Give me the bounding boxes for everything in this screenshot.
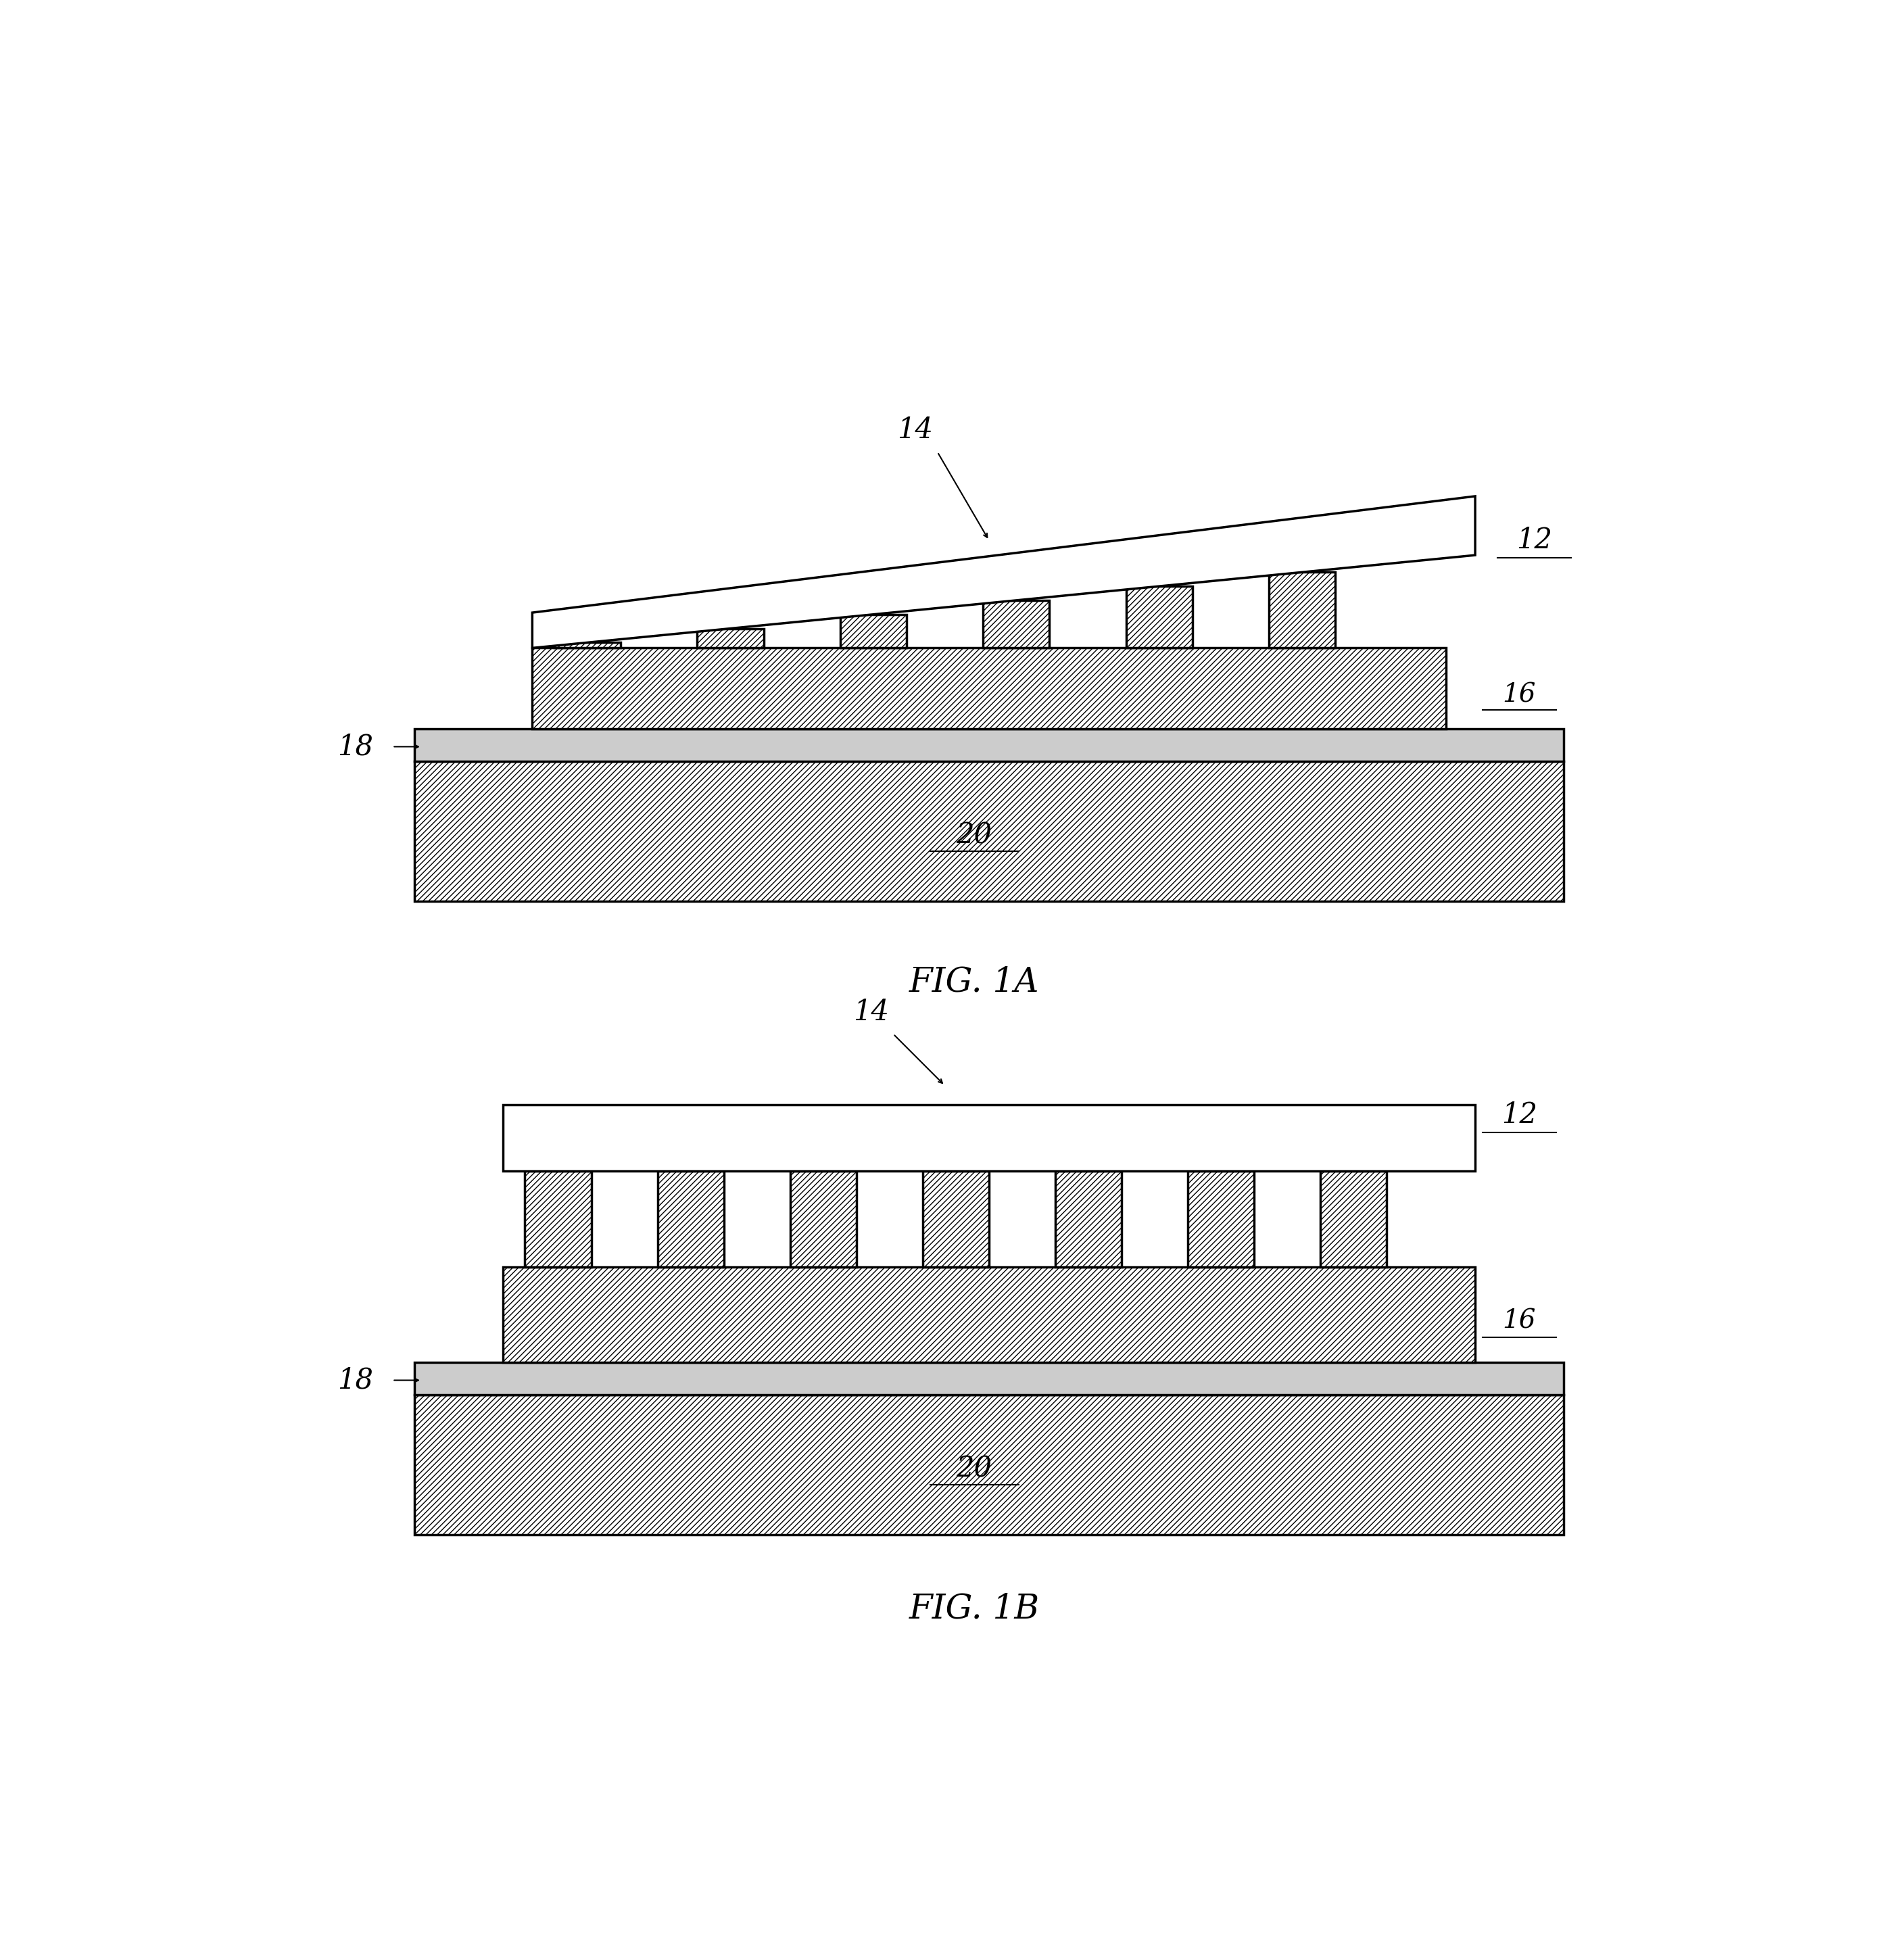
Bar <box>983 600 1049 649</box>
Bar <box>658 1170 724 1266</box>
Bar <box>414 1396 1565 1535</box>
Bar <box>1055 1170 1122 1266</box>
Text: 18: 18 <box>338 733 373 760</box>
Text: 14: 14 <box>854 998 890 1027</box>
Text: 20: 20 <box>956 821 992 849</box>
Bar <box>922 1170 989 1266</box>
Text: 16: 16 <box>1502 682 1536 708</box>
Bar <box>414 1362 1565 1396</box>
Bar <box>1270 572 1335 649</box>
Text: FIG. 1A: FIG. 1A <box>909 966 1040 1000</box>
Bar <box>1125 586 1192 649</box>
Bar <box>504 1105 1475 1170</box>
Bar <box>840 613 907 649</box>
Bar <box>504 1266 1475 1362</box>
Bar <box>414 760 1565 902</box>
Bar <box>414 729 1565 760</box>
Bar <box>1321 1170 1388 1266</box>
Text: 14: 14 <box>897 416 933 445</box>
Text: 16: 16 <box>1502 1309 1536 1335</box>
Text: 12: 12 <box>1517 525 1551 555</box>
Bar <box>791 1170 857 1266</box>
Bar <box>525 1170 591 1266</box>
Bar <box>1188 1170 1255 1266</box>
Bar <box>532 649 1447 729</box>
Bar <box>698 629 764 649</box>
Text: FIG. 1B: FIG. 1B <box>909 1592 1040 1625</box>
Text: 20: 20 <box>956 1454 992 1484</box>
Text: 12: 12 <box>1502 1102 1538 1129</box>
Text: 18: 18 <box>338 1366 373 1394</box>
Bar <box>555 643 620 649</box>
Polygon shape <box>532 496 1475 649</box>
